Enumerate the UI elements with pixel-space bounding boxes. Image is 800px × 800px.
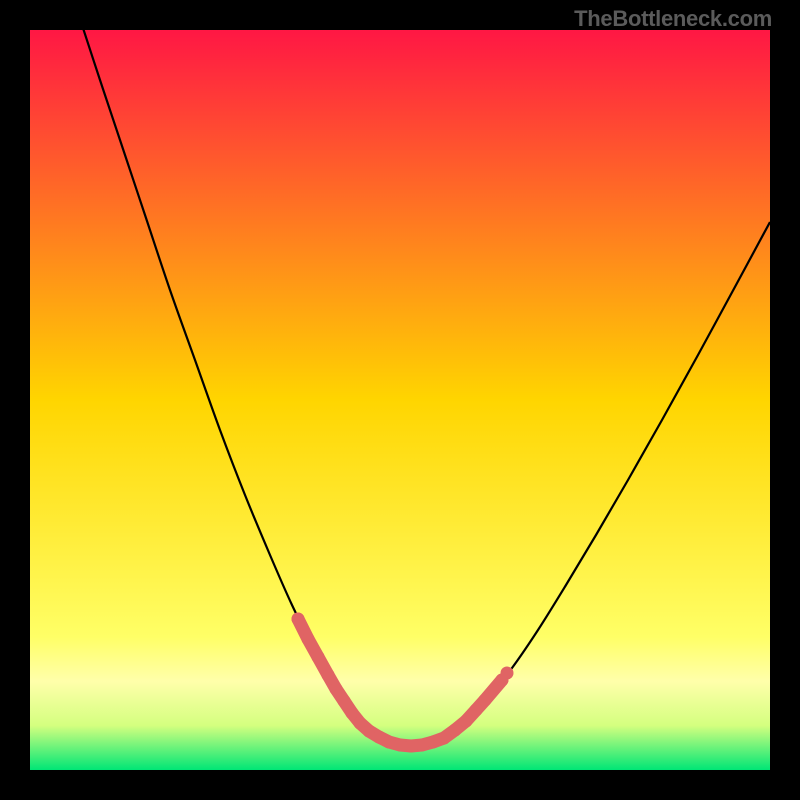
overlay-group bbox=[292, 613, 514, 753]
overlay-dot bbox=[416, 739, 429, 752]
overlay-stroke bbox=[298, 619, 502, 746]
overlay-dot bbox=[496, 674, 509, 687]
overlay-dot bbox=[322, 669, 335, 682]
overlay-dot bbox=[383, 736, 396, 749]
watermark-text: TheBottleneck.com bbox=[574, 6, 772, 32]
bottleneck-curve bbox=[82, 25, 770, 746]
overlay-dot bbox=[338, 695, 351, 708]
overlay-dot bbox=[405, 740, 418, 753]
chart-svg bbox=[0, 0, 800, 800]
overlay-dot bbox=[449, 724, 462, 737]
overlay-dot bbox=[302, 633, 315, 646]
overlay-dot bbox=[470, 704, 483, 717]
overlay-dot bbox=[330, 683, 343, 696]
chart-container: TheBottleneck.com bbox=[0, 0, 800, 800]
overlay-dot bbox=[479, 694, 492, 707]
overlay-dot bbox=[312, 651, 325, 664]
overlay-dot bbox=[394, 739, 407, 752]
curve-group bbox=[82, 25, 770, 746]
overlay-dot bbox=[438, 732, 451, 745]
overlay-dot bbox=[292, 613, 305, 626]
overlay-dot bbox=[460, 715, 473, 728]
